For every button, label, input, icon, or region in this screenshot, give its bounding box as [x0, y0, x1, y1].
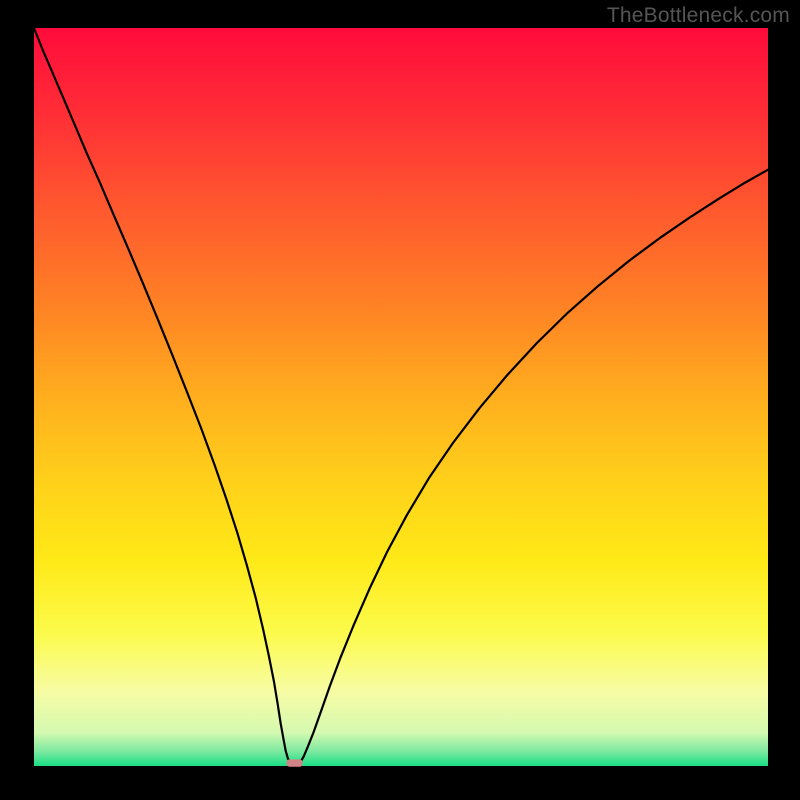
stage: TheBottleneck.com [0, 0, 800, 800]
plot-background [34, 28, 768, 766]
sweet-spot-marker [287, 759, 303, 766]
chart-svg [0, 0, 800, 800]
